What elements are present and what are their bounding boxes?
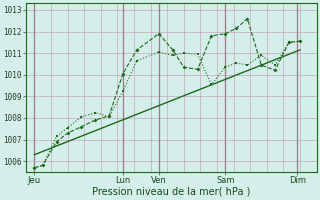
X-axis label: Pression niveau de la mer( hPa ): Pression niveau de la mer( hPa ): [92, 187, 251, 197]
